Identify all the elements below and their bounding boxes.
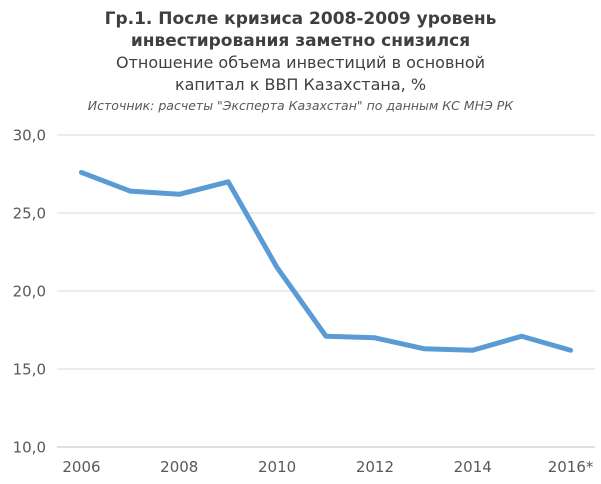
chart-header: Гр.1. После кризиса 2008-2009 уровень ин…	[0, 8, 601, 115]
chart-source: Источник: расчеты "Эксперта Казахстан" п…	[87, 98, 514, 113]
chart-title-line-2: инвестирования заметно снизился	[130, 31, 471, 51]
chart-subtitle-line-1: Отношение объема инвестиций в основной	[115, 53, 486, 72]
line-chart: 30,0 25,0 20,0 15,0 10,0 2006 2008 2010 2012 2014…	[13, 127, 595, 476]
y-tick-label: 10,0	[13, 439, 46, 457]
y-tick-label: 20,0	[13, 283, 46, 301]
chart-subtitle-line-2: капитал к ВВП Казахстана, %	[174, 75, 427, 94]
data-series-line	[78, 169, 574, 353]
x-tick-label: 2016*	[548, 458, 594, 476]
x-tick-label: 2008	[160, 458, 198, 476]
y-tick-label: 25,0	[13, 205, 46, 223]
x-tick-label: 2012	[356, 458, 394, 476]
x-tick-label: 2014	[454, 458, 492, 476]
y-tick-label: 15,0	[13, 361, 46, 379]
x-tick-label: 2010	[258, 458, 296, 476]
x-tick-label: 2006	[62, 458, 100, 476]
y-tick-label: 30,0	[13, 127, 46, 145]
chart-title-line-1: Гр.1. После кризиса 2008-2009 уровень	[104, 9, 497, 29]
